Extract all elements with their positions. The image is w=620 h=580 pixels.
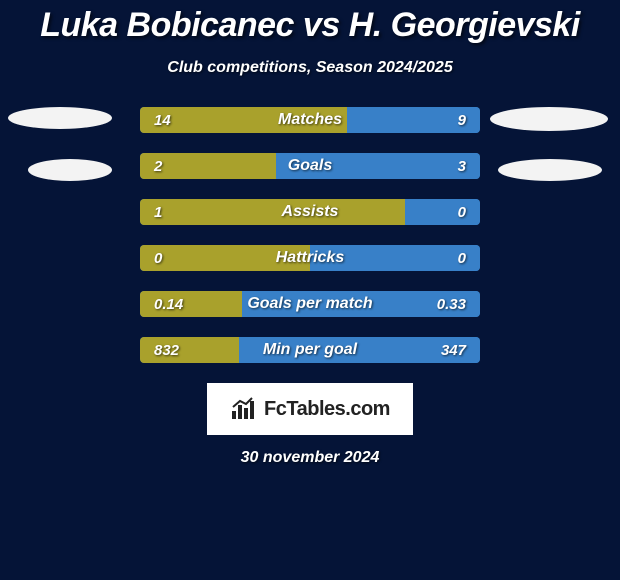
stat-bar-row: 10Assists bbox=[140, 199, 480, 225]
stat-bar-right-fill bbox=[310, 245, 480, 271]
fctables-logo: FcTables.com bbox=[207, 383, 413, 435]
stat-bar-left-fill bbox=[140, 245, 310, 271]
snapshot-date: 30 november 2024 bbox=[0, 449, 620, 467]
player-avatar-placeholder bbox=[28, 159, 112, 181]
stat-bar-left-fill bbox=[140, 153, 276, 179]
stat-bar-row: 23Goals bbox=[140, 153, 480, 179]
stat-bar-right-fill bbox=[276, 153, 480, 179]
logo-text: FcTables.com bbox=[264, 398, 390, 421]
stat-bar-row: 0.140.33Goals per match bbox=[140, 291, 480, 317]
stat-bar-right-fill bbox=[239, 337, 480, 363]
stat-bar-right-fill bbox=[347, 107, 480, 133]
stat-bar-row: 00Hattricks bbox=[140, 245, 480, 271]
stat-bar-right-fill bbox=[405, 199, 480, 225]
stat-bar-row: 149Matches bbox=[140, 107, 480, 133]
player-avatar-placeholder bbox=[8, 107, 112, 129]
chart-icon bbox=[230, 397, 258, 421]
stat-bar-left-fill bbox=[140, 291, 242, 317]
stat-bar-left-fill bbox=[140, 337, 239, 363]
stat-bar-left-fill bbox=[140, 107, 347, 133]
player-avatar-placeholder bbox=[498, 159, 602, 181]
comparison-subtitle: Club competitions, Season 2024/2025 bbox=[0, 59, 620, 77]
stat-bar-right-fill bbox=[242, 291, 480, 317]
stat-bar-row: 832347Min per goal bbox=[140, 337, 480, 363]
comparison-title: Luka Bobicanec vs H. Georgievski bbox=[0, 0, 620, 45]
player-avatar-placeholder bbox=[490, 107, 608, 131]
main-area: 149Matches 23Goals 10Assists 00Hattricks 0.1… bbox=[0, 107, 620, 467]
stat-bar-left-fill bbox=[140, 199, 405, 225]
stat-bars: 149Matches 23Goals 10Assists 00Hattricks 0.1… bbox=[140, 107, 480, 363]
